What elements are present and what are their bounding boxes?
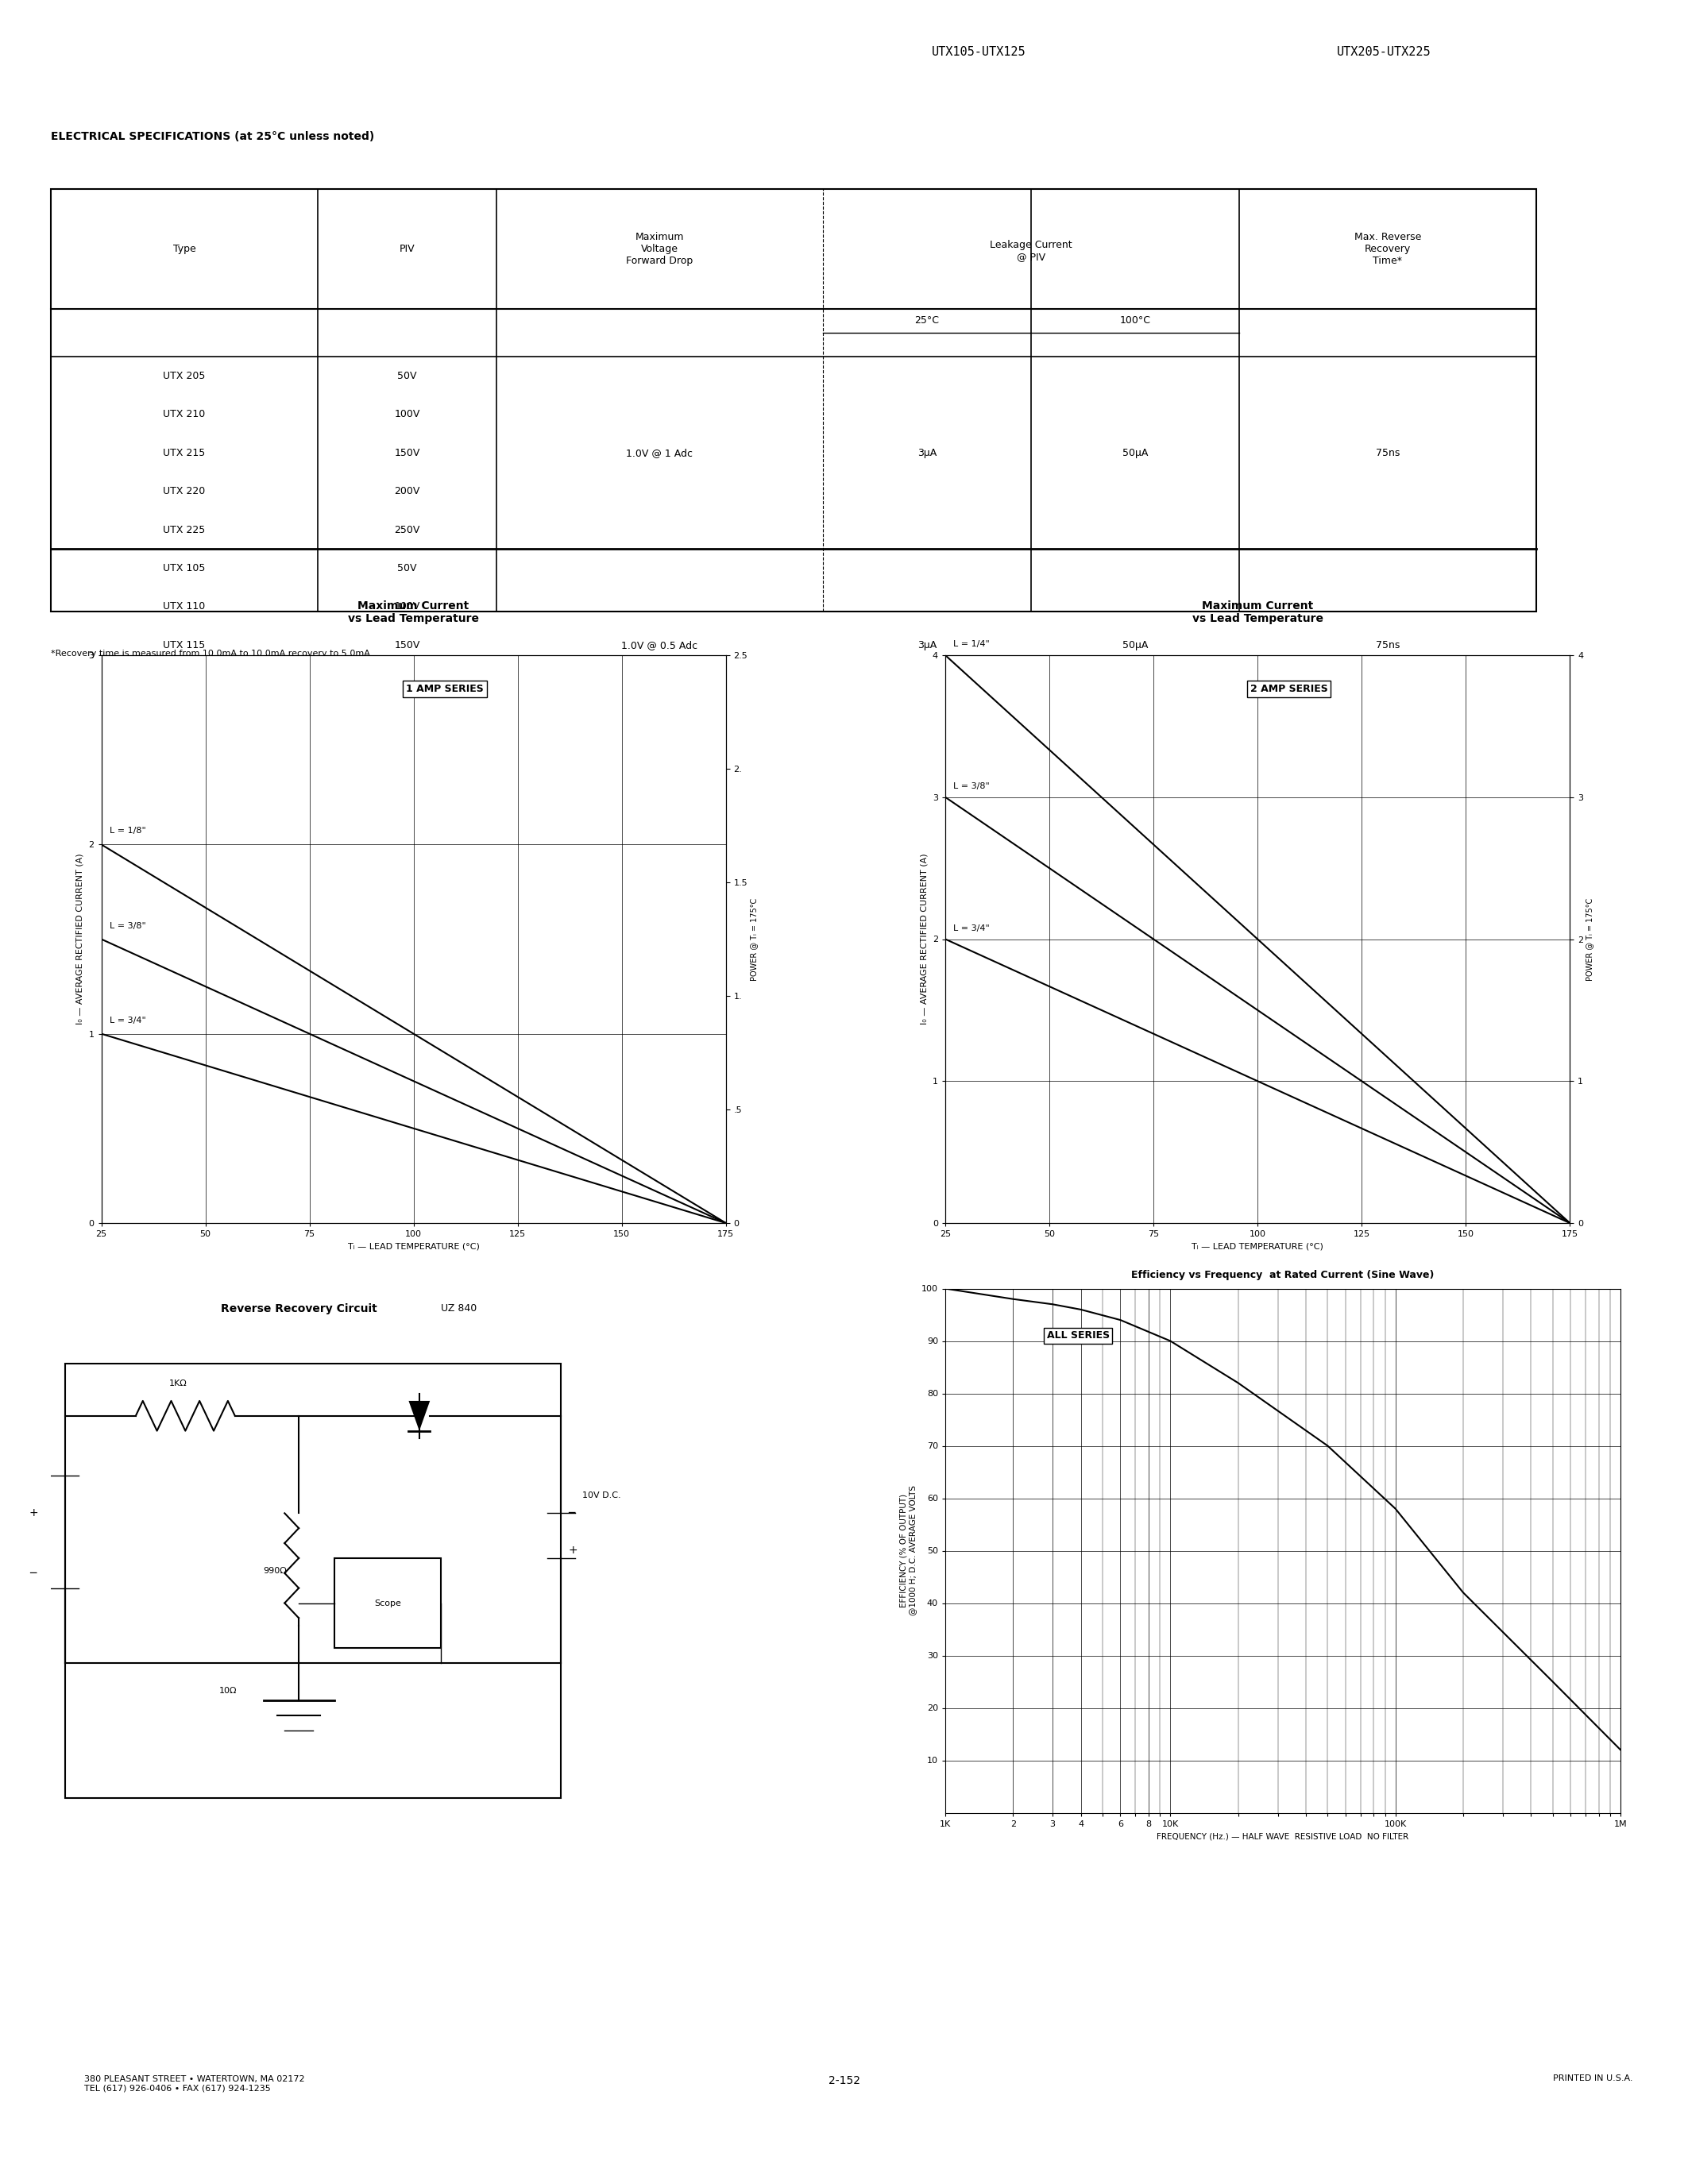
- X-axis label: Tₗ — LEAD TEMPERATURE (°C): Tₗ — LEAD TEMPERATURE (°C): [348, 1243, 479, 1251]
- Text: Leakage Current
@ PIV: Leakage Current @ PIV: [989, 240, 1072, 262]
- Text: 25°C: 25°C: [915, 317, 939, 325]
- Text: 200V: 200V: [395, 679, 420, 688]
- Y-axis label: POWER @ Tₗ = 175°C: POWER @ Tₗ = 175°C: [749, 898, 758, 981]
- Text: 250V: 250V: [395, 524, 420, 535]
- Text: L = 3/4": L = 3/4": [110, 1016, 145, 1024]
- Text: 3μA: 3μA: [917, 448, 937, 459]
- Text: ─: ─: [569, 1507, 576, 1518]
- Y-axis label: POWER @ Tₗ = 175°C: POWER @ Tₗ = 175°C: [1585, 898, 1593, 981]
- Text: UTX 115: UTX 115: [164, 640, 206, 651]
- Text: Efficiency vs Frequency  at Rated Current (Sine Wave): Efficiency vs Frequency at Rated Current…: [1131, 1269, 1435, 1280]
- Bar: [334, 1557, 441, 1649]
- Text: UTX 105: UTX 105: [164, 563, 206, 574]
- Text: 1KΩ: 1KΩ: [169, 1380, 187, 1387]
- Text: 10V D.C.: 10V D.C.: [582, 1492, 621, 1500]
- Text: Type: Type: [172, 245, 196, 253]
- Text: 1.0V @ 0.5 Adc: 1.0V @ 0.5 Adc: [621, 640, 697, 651]
- Text: UTX 125: UTX 125: [164, 716, 206, 727]
- Text: UTX105-UTX125: UTX105-UTX125: [932, 46, 1026, 59]
- Y-axis label: I₀ — AVERAGE RECTIFIED CURRENT (A): I₀ — AVERAGE RECTIFIED CURRENT (A): [920, 854, 928, 1024]
- X-axis label: Tₗ — LEAD TEMPERATURE (°C): Tₗ — LEAD TEMPERATURE (°C): [1192, 1243, 1323, 1251]
- Text: 1.0V @ 1 Adc: 1.0V @ 1 Adc: [626, 448, 694, 459]
- Text: 250V: 250V: [395, 716, 420, 727]
- Text: UTX205-UTX225: UTX205-UTX225: [1337, 46, 1431, 59]
- Text: Maximum Current
vs Lead Temperature: Maximum Current vs Lead Temperature: [1192, 601, 1323, 625]
- Y-axis label: I₀ — AVERAGE RECTIFIED CURRENT (A): I₀ — AVERAGE RECTIFIED CURRENT (A): [76, 854, 84, 1024]
- Text: L = 3/8": L = 3/8": [110, 922, 145, 930]
- Text: L = 1/4": L = 1/4": [954, 640, 989, 649]
- Text: Scope: Scope: [375, 1599, 400, 1607]
- Text: 100°C: 100°C: [1119, 317, 1151, 325]
- Text: UTX 205: UTX 205: [164, 371, 206, 382]
- Text: UTX 220: UTX 220: [164, 487, 206, 496]
- Text: 75ns: 75ns: [1376, 640, 1399, 651]
- Text: 50V: 50V: [397, 371, 417, 382]
- Text: 150V: 150V: [395, 448, 420, 459]
- Text: L = 1/8": L = 1/8": [110, 828, 145, 834]
- Text: 100V: 100V: [395, 408, 420, 419]
- X-axis label: FREQUENCY (Hz.) — HALF WAVE  RESISTIVE LOAD  NO FILTER: FREQUENCY (Hz.) — HALF WAVE RESISTIVE LO…: [1156, 1832, 1409, 1841]
- Y-axis label: EFFICIENCY (% OF OUTPUT)
@1000 H; D.C. AVERAGE VOLTS: EFFICIENCY (% OF OUTPUT) @1000 H; D.C. A…: [900, 1485, 917, 1616]
- Text: 380 PLEASANT STREET • WATERTOWN, MA 02172
TEL (617) 926-0406 • FAX (617) 924-123: 380 PLEASANT STREET • WATERTOWN, MA 0217…: [84, 2075, 306, 2092]
- Text: 1 AMP SERIES: 1 AMP SERIES: [407, 684, 484, 695]
- Text: L = 3/4": L = 3/4": [954, 924, 989, 933]
- Text: 50μA: 50μA: [1123, 640, 1148, 651]
- Text: 3μA: 3μA: [917, 640, 937, 651]
- Text: 10Ω: 10Ω: [219, 1686, 236, 1695]
- Text: 75ns: 75ns: [1376, 448, 1399, 459]
- Text: 2-152: 2-152: [829, 2075, 859, 2086]
- Text: Maximum
Voltage
Forward Drop: Maximum Voltage Forward Drop: [626, 232, 694, 266]
- Text: 2 AMP SERIES: 2 AMP SERIES: [1249, 684, 1327, 695]
- Text: Max. Reverse
Recovery
Time*: Max. Reverse Recovery Time*: [1354, 232, 1421, 266]
- Text: 990Ω: 990Ω: [263, 1566, 287, 1575]
- Text: 200V: 200V: [395, 487, 420, 496]
- Bar: [64, 1363, 560, 1797]
- Text: UTX 225: UTX 225: [164, 524, 206, 535]
- Text: 50V: 50V: [397, 563, 417, 574]
- Text: UTX 210: UTX 210: [164, 408, 206, 419]
- Text: UTX 120: UTX 120: [164, 679, 206, 688]
- Text: Maximum Current
vs Lead Temperature: Maximum Current vs Lead Temperature: [348, 601, 479, 625]
- Polygon shape: [408, 1400, 430, 1431]
- Text: 100V: 100V: [395, 601, 420, 612]
- Text: +: +: [569, 1544, 577, 1557]
- Text: ALL SERIES: ALL SERIES: [1047, 1330, 1109, 1341]
- Text: PRINTED IN U.S.A.: PRINTED IN U.S.A.: [1553, 2075, 1632, 2084]
- Text: Reverse Recovery Circuit: Reverse Recovery Circuit: [221, 1304, 376, 1315]
- Text: UZ 840: UZ 840: [441, 1304, 476, 1315]
- Text: 50μA: 50μA: [1123, 448, 1148, 459]
- Text: UTX 215: UTX 215: [164, 448, 206, 459]
- Text: PIV: PIV: [400, 245, 415, 253]
- Text: +: +: [29, 1507, 39, 1518]
- Text: ELECTRICAL SPECIFICATIONS (at 25°C unless noted): ELECTRICAL SPECIFICATIONS (at 25°C unles…: [51, 131, 375, 142]
- Text: 150V: 150V: [395, 640, 420, 651]
- Text: ─: ─: [29, 1568, 35, 1579]
- Text: L = 3/8": L = 3/8": [954, 782, 989, 791]
- Text: UTX 110: UTX 110: [164, 601, 206, 612]
- Text: *Recovery time is measured from 10.0mA to 10.0mA recovery to 5.0mA.: *Recovery time is measured from 10.0mA t…: [51, 651, 373, 657]
